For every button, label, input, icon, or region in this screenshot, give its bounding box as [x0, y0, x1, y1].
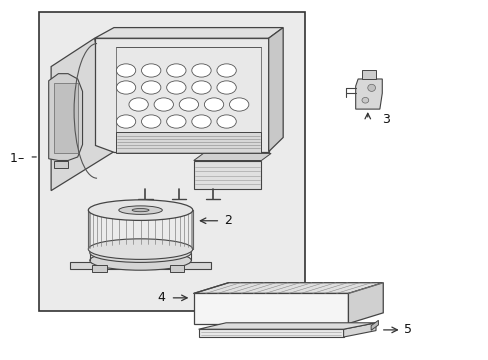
Ellipse shape [166, 64, 185, 77]
Ellipse shape [141, 115, 161, 128]
Ellipse shape [90, 243, 191, 262]
Ellipse shape [204, 98, 223, 111]
Ellipse shape [119, 206, 162, 215]
Ellipse shape [90, 251, 191, 270]
Ellipse shape [361, 98, 368, 103]
Ellipse shape [141, 64, 161, 77]
Ellipse shape [179, 98, 198, 111]
Ellipse shape [154, 98, 173, 111]
Ellipse shape [116, 64, 136, 77]
Bar [39, 12, 305, 311]
Polygon shape [70, 261, 210, 269]
Text: 2: 2 [223, 213, 231, 226]
Polygon shape [198, 323, 375, 329]
Polygon shape [116, 132, 261, 153]
Ellipse shape [88, 239, 192, 260]
Polygon shape [348, 283, 383, 324]
Polygon shape [193, 161, 261, 189]
Ellipse shape [217, 64, 236, 77]
Polygon shape [53, 82, 78, 153]
Polygon shape [193, 283, 383, 293]
Ellipse shape [217, 81, 236, 94]
Polygon shape [268, 28, 283, 152]
Ellipse shape [129, 98, 148, 111]
Polygon shape [193, 153, 270, 161]
Polygon shape [370, 320, 378, 330]
Text: 3: 3 [382, 113, 389, 126]
Ellipse shape [191, 81, 211, 94]
Text: 4: 4 [157, 291, 165, 304]
Ellipse shape [367, 84, 375, 91]
Polygon shape [355, 79, 382, 109]
Text: –: – [17, 152, 23, 165]
Polygon shape [193, 293, 348, 324]
Polygon shape [92, 265, 106, 272]
Polygon shape [53, 161, 68, 168]
Ellipse shape [217, 115, 236, 128]
Ellipse shape [116, 115, 136, 128]
Text: 1: 1 [10, 152, 18, 165]
Polygon shape [95, 28, 283, 38]
Ellipse shape [132, 208, 149, 212]
Ellipse shape [88, 200, 192, 220]
Polygon shape [49, 74, 82, 161]
Ellipse shape [229, 98, 248, 111]
Polygon shape [51, 38, 114, 191]
Polygon shape [361, 70, 376, 79]
Text: 5: 5 [403, 323, 411, 336]
Ellipse shape [116, 81, 136, 94]
Ellipse shape [191, 115, 211, 128]
Ellipse shape [141, 81, 161, 94]
Polygon shape [95, 38, 268, 152]
Polygon shape [343, 323, 375, 337]
Ellipse shape [166, 115, 185, 128]
Ellipse shape [191, 64, 211, 77]
Polygon shape [169, 265, 183, 272]
Polygon shape [198, 329, 343, 337]
Ellipse shape [166, 81, 185, 94]
